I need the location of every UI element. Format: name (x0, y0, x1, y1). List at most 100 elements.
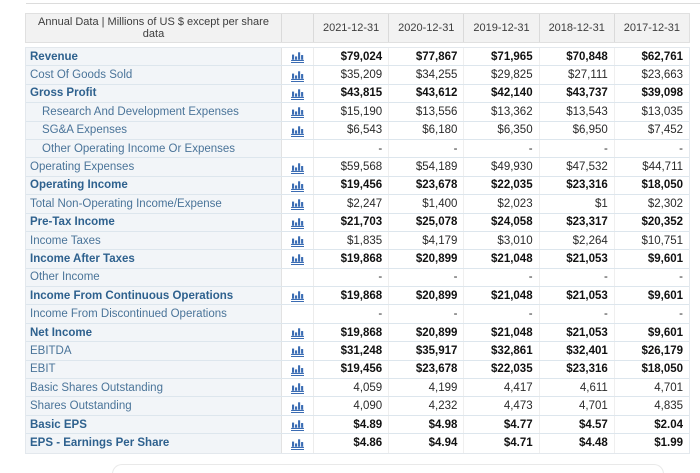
value-cell: $18,050 (641, 179, 684, 192)
bar-chart-icon[interactable] (291, 363, 304, 376)
bar-chart-icon[interactable] (291, 252, 304, 266)
bar-chart-icon[interactable] (291, 400, 304, 413)
value-cell: 4,835 (654, 400, 684, 413)
bar-chart-icon[interactable] (291, 437, 304, 450)
bar-chart-icon[interactable] (291, 87, 304, 100)
value-cell: $2.04 (654, 418, 684, 431)
value-cell: $21,048 (464, 250, 540, 268)
value-cell: - (314, 305, 390, 323)
table-row: Pre-Tax Income $21,703 $25,078 $24,058 $23,… (26, 213, 689, 232)
row-label-link[interactable]: Other Operating Income Or Expenses (26, 139, 282, 158)
table-row: Income After Taxes $19,868 $20,899 $21,048… (26, 250, 689, 269)
value-cell: 4,473 (464, 397, 540, 415)
bar-chart-icon[interactable] (291, 197, 304, 211)
table-row: Revenue $79,024 $77,867 $71,965 $70,848 $62,… (26, 48, 689, 67)
table-row: Total Non-Operating Income/Expense $2,24… (26, 195, 689, 214)
value-cell: $39,098 (641, 87, 684, 100)
value-cell: $1.99 (654, 437, 684, 450)
chart-icon-cell (282, 158, 314, 176)
bar-chart-icon[interactable] (291, 69, 304, 82)
row-label-link[interactable]: Other Income (26, 268, 282, 287)
value-cell: $13,556 (389, 103, 465, 121)
value-cell: $21,048 (464, 287, 540, 305)
chart-icon-cell (282, 250, 314, 268)
value-cell: $21,053 (540, 323, 615, 342)
row-label-link[interactable]: Basic EPS (26, 415, 282, 434)
row-label-link[interactable]: SG&A Expenses (26, 121, 282, 139)
row-label-link[interactable]: Income Taxes (26, 231, 282, 250)
value-cell: $32,861 (464, 342, 540, 360)
value-cell: $20,899 (389, 287, 465, 305)
row-label-link[interactable]: Cost Of Goods Sold (26, 66, 282, 84)
row-label-link[interactable]: Research And Development Expenses (26, 103, 282, 121)
value-cell: $35,209 (314, 66, 390, 84)
value-cell: $47,532 (540, 158, 615, 176)
value-cell: - (679, 308, 684, 321)
chart-icon-cell (282, 434, 314, 453)
value-cell: $9,601 (647, 252, 684, 265)
chart-icon-cell (282, 287, 314, 305)
row-label-link[interactable]: EBITDA (26, 342, 282, 360)
table-row: Basic Shares Outstanding 4,059 4,199 4,417… (26, 379, 689, 398)
bar-chart-icon[interactable] (291, 179, 304, 192)
value-cell: - (540, 139, 615, 158)
row-label-link[interactable]: EPS - Earnings Per Share (26, 434, 282, 453)
value-cell: $21,053 (540, 250, 615, 268)
value-cell: $21,048 (464, 323, 540, 342)
row-label-link[interactable]: Shares Outstanding (26, 397, 282, 415)
chart-icon-cell (282, 231, 314, 250)
table-row: Income From Continuous Operations $19,86… (26, 287, 689, 306)
value-cell: $23,316 (540, 360, 615, 379)
chart-icon-cell (282, 84, 314, 103)
value-cell: - (464, 268, 540, 287)
table-row: Net Income $19,868 $20,899 $21,048 $21,053 $… (26, 323, 689, 343)
row-label-link[interactable]: Gross Profit (26, 84, 282, 103)
table-row: Operating Expenses $59,568 $54,189 $49,930… (26, 158, 689, 177)
bar-chart-icon[interactable] (291, 161, 304, 174)
bar-chart-icon[interactable] (291, 216, 304, 229)
bar-chart-icon[interactable] (291, 344, 304, 358)
chart-icon-cell (282, 415, 314, 434)
row-label-link[interactable]: Total Non-Operating Income/Expense (26, 195, 282, 213)
table-row: EPS - Earnings Per Share $4.86 $4.94 $4.71… (26, 434, 689, 453)
header-date-2018: 2018-12-31 (540, 14, 615, 42)
chart-icon-cell (282, 342, 314, 360)
row-label-link[interactable]: Operating Expenses (26, 158, 282, 176)
row-label-link[interactable]: Income After Taxes (26, 250, 282, 268)
bar-chart-icon[interactable] (291, 234, 304, 248)
row-label-link[interactable]: Income From Continuous Operations (26, 287, 282, 305)
value-cell: $1,835 (314, 231, 390, 250)
bar-chart-icon[interactable] (291, 289, 304, 303)
value-cell: $59,568 (314, 158, 390, 176)
value-cell: $9,601 (647, 326, 684, 339)
table-row: Income Taxes $1,835 $4,179 $3,010 $2,264 $10… (26, 231, 689, 251)
row-label-link[interactable]: Revenue (26, 48, 282, 66)
value-cell: - (464, 305, 540, 323)
bar-chart-icon[interactable] (291, 105, 304, 119)
bar-chart-icon[interactable] (291, 381, 304, 395)
row-label-link[interactable]: Pre-Tax Income (26, 213, 282, 231)
value-cell: $24,058 (464, 213, 540, 231)
header-date-2019: 2019-12-31 (464, 14, 540, 42)
header-chart-column (282, 14, 314, 42)
value-cell: $23,663 (641, 69, 684, 82)
bar-chart-icon[interactable] (291, 326, 304, 340)
value-cell: $7,452 (647, 124, 684, 137)
row-label-link[interactable]: Income From Discontinued Operations (26, 305, 282, 323)
row-label-link[interactable]: Net Income (26, 323, 282, 342)
value-cell: $54,189 (389, 158, 465, 176)
value-cell: $22,035 (464, 360, 540, 379)
bar-chart-icon[interactable] (291, 124, 304, 137)
value-cell: $77,867 (389, 48, 465, 66)
value-cell: $4.57 (540, 415, 615, 434)
row-label-link[interactable]: EBIT (26, 360, 282, 379)
row-label-link[interactable]: Basic Shares Outstanding (26, 379, 282, 397)
value-cell: $4.48 (540, 434, 615, 453)
value-cell: $2,247 (314, 195, 390, 213)
bar-chart-icon[interactable] (291, 50, 304, 64)
value-cell: 4,417 (464, 379, 540, 397)
bar-chart-icon[interactable] (291, 418, 304, 431)
value-cell: $19,456 (314, 360, 390, 379)
row-label-link[interactable]: Operating Income (26, 176, 282, 195)
table-row: Gross Profit $43,815 $43,612 $42,140 $43,73… (26, 84, 689, 104)
